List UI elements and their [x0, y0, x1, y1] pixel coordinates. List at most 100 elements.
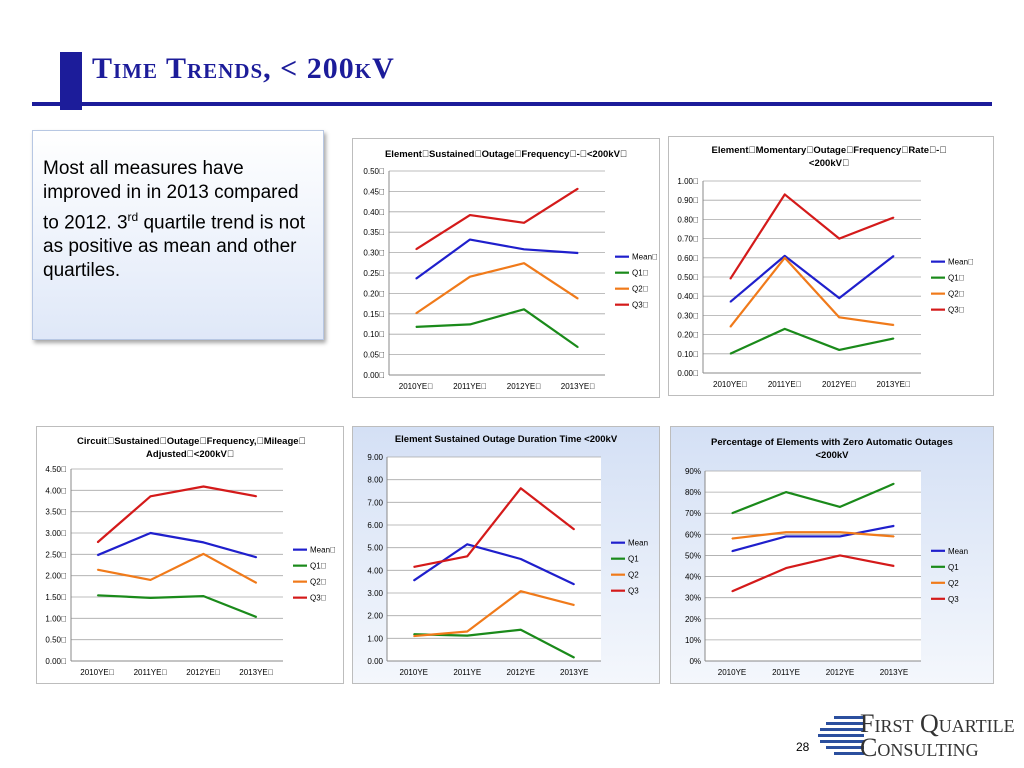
data-point-mean	[415, 278, 417, 280]
data-point-q2	[729, 326, 731, 328]
legend-label: Q2 	[310, 578, 327, 587]
y-tick-label: 0.50 	[363, 167, 385, 176]
data-point-q3	[784, 193, 786, 196]
data-point-mean	[893, 255, 895, 257]
chart-plot: 0.00  0.05  0.10  0.15  0.20  0.25  0.30  0.35 …	[363, 167, 658, 391]
data-point-mean	[838, 297, 840, 299]
data-point-q1	[202, 595, 205, 597]
x-tick-label: 2010YE 	[80, 668, 114, 677]
data-point-q1	[785, 491, 787, 493]
summary-text-box: Most all measures have improved in in 20…	[32, 130, 324, 340]
summary-text-part1: Most all measures have improved in in 20…	[43, 158, 299, 234]
data-point-q3	[466, 555, 468, 557]
series-line-mean	[731, 524, 895, 553]
y-tick-label: 40%	[685, 573, 701, 582]
data-point-q3	[149, 495, 152, 497]
title-accent-bar	[60, 52, 82, 110]
x-tick-label: 2011YE 	[134, 668, 168, 677]
data-point-q3	[202, 485, 205, 488]
y-tick-label: 1.50 	[45, 593, 67, 602]
x-tick-label: 2013YE	[880, 668, 908, 677]
y-tick-label: 0.00 	[45, 657, 67, 666]
data-point-q2	[893, 535, 895, 538]
company-logo: First Quartile Consulting	[818, 709, 1024, 764]
y-tick-label: 0.50 	[45, 636, 67, 645]
y-tick-label: 70%	[685, 509, 701, 518]
data-point-q1	[729, 353, 731, 355]
plot-area	[705, 471, 921, 661]
series-line-q2	[97, 552, 258, 584]
x-tick-label: 2011YE	[453, 668, 481, 677]
data-point-mean	[466, 543, 468, 545]
data-point-q1	[466, 635, 468, 637]
y-tick-label: 2.50 	[45, 550, 67, 559]
legend-label: Q3	[628, 587, 639, 596]
data-point-q3	[413, 566, 415, 568]
series-line-q1	[729, 327, 894, 355]
y-tick-label: 5.00	[367, 544, 383, 553]
y-tick-label: 20%	[685, 615, 701, 624]
data-point-q1	[413, 633, 415, 635]
data-point-mean	[255, 556, 258, 558]
y-tick-label: 0.10 	[363, 330, 385, 339]
data-point-q2	[469, 276, 471, 278]
legend-label: Q2 	[948, 290, 965, 299]
data-point-q2	[838, 316, 840, 318]
y-tick-label: 7.00	[367, 498, 383, 507]
summary-text-part2: quartile trend is not as positive as mea…	[43, 212, 306, 282]
data-point-q1	[573, 657, 575, 659]
chart-plot: 0.00  0.50  1.00  1.50  2.00  2.50  3.00  3.50 …	[45, 465, 336, 677]
data-point-mean	[149, 532, 152, 534]
data-point-mean	[413, 579, 415, 582]
chart-plot: 0% 10% 20% 30% 40% 50% 60% 70% 80% 90% 2010YE 2011Y…	[685, 467, 968, 677]
data-point-q2	[784, 257, 786, 259]
y-tick-label: 80%	[685, 488, 701, 497]
data-point-q3	[96, 541, 99, 543]
data-point-mean	[729, 301, 731, 303]
chart-element-sustained-outage-duration: Element Sustained Outage Duration Time <…	[352, 426, 660, 684]
y-tick-label: 0.00 	[363, 371, 385, 380]
y-tick-label: 50%	[685, 551, 701, 560]
legend-label: Mean 	[632, 253, 658, 262]
series-line-q1	[415, 308, 579, 349]
y-tick-label: 0.45 	[363, 187, 385, 196]
y-tick-label: 0.15 	[363, 310, 385, 319]
series-line-q3	[415, 187, 579, 251]
y-tick-label: 0.40 	[677, 292, 699, 301]
x-tick-label: 2012YE	[826, 668, 854, 677]
data-point-q3	[893, 565, 895, 567]
series-line-mean	[97, 531, 257, 559]
x-tick-label: 2013YE	[560, 668, 588, 677]
data-point-q3	[415, 248, 417, 250]
legend-label: Mean	[628, 539, 648, 548]
data-point-q2	[149, 579, 152, 581]
data-point-q3	[577, 187, 579, 190]
data-point-q2	[520, 590, 522, 592]
page-title: Time Trends, < 200kV	[92, 52, 395, 85]
legend-label: Q3	[948, 595, 959, 604]
data-point-q2	[839, 531, 841, 533]
series-line-q3	[96, 485, 257, 544]
x-tick-label: 2010YE	[400, 668, 428, 677]
logo-line-2: Consulting	[860, 733, 979, 762]
logo-line-1: First Quartile	[860, 709, 1015, 738]
chart-title: Element Sustained Outage Duration Time <…	[394, 434, 618, 445]
y-tick-label: 3.00	[367, 589, 383, 598]
y-tick-label: 0.00 	[677, 369, 699, 378]
series-line-q1	[97, 594, 257, 619]
y-tick-label: 0.10 	[677, 350, 699, 359]
legend-label: Q3 	[310, 594, 327, 603]
y-tick-label: 3.00 	[45, 529, 67, 538]
x-tick-label: 2010YE 	[399, 382, 433, 391]
y-tick-label: 0.90 	[677, 196, 699, 205]
data-point-q2	[893, 324, 895, 326]
y-tick-label: 60%	[685, 530, 701, 539]
data-point-q3	[893, 216, 895, 219]
data-point-q1	[838, 349, 840, 351]
data-point-mean	[893, 525, 895, 527]
x-tick-label: 2013YE 	[561, 382, 595, 391]
data-point-mean	[573, 583, 575, 585]
y-tick-label: 1.00 	[45, 614, 67, 623]
chart-title: Percentage of Elements with Zero Automat…	[711, 437, 953, 461]
data-point-q3	[520, 487, 522, 489]
